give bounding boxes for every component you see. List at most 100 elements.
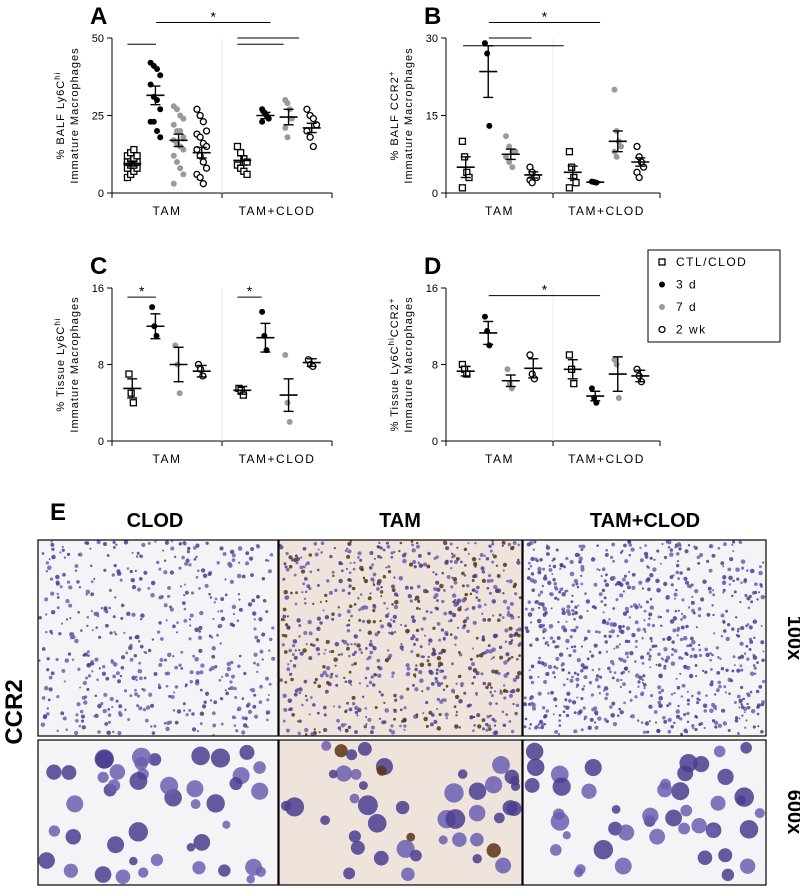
- cell: [372, 646, 377, 651]
- cell: [676, 634, 679, 637]
- cell: [565, 556, 569, 561]
- cell: [342, 639, 348, 645]
- cell: [267, 694, 270, 697]
- cell: [75, 718, 79, 723]
- cell: [316, 616, 321, 621]
- cell: [135, 555, 139, 558]
- cell: [298, 648, 301, 652]
- cell: [640, 691, 645, 696]
- data-point: [481, 40, 488, 47]
- cell: [444, 783, 464, 803]
- cell: [448, 610, 453, 615]
- cell: [644, 630, 647, 633]
- cell: [611, 804, 621, 814]
- cell: [647, 587, 651, 592]
- cell: [325, 639, 330, 645]
- cell: [433, 719, 438, 724]
- cell: [261, 658, 264, 661]
- cell: [604, 582, 610, 588]
- cell: [403, 706, 407, 710]
- cell: [432, 626, 436, 630]
- cell: [391, 584, 395, 589]
- cell: [566, 589, 569, 593]
- cell: [485, 685, 489, 690]
- cell: [454, 724, 459, 729]
- cell: [328, 590, 333, 595]
- cell: [450, 585, 454, 589]
- cell: [199, 688, 203, 692]
- cell: [304, 590, 308, 594]
- cell: [366, 619, 372, 624]
- cell: [624, 559, 629, 564]
- cell: [131, 551, 134, 554]
- cell: [129, 694, 133, 698]
- panel-label: E: [50, 499, 66, 526]
- cell: [512, 584, 517, 589]
- cell: [638, 603, 641, 606]
- cell: [377, 673, 382, 678]
- cell: [539, 558, 543, 562]
- micrograph: [522, 539, 767, 737]
- cell: [267, 559, 270, 562]
- cell: [227, 687, 231, 690]
- micrograph: [522, 739, 767, 886]
- cell: [402, 718, 407, 723]
- cell: [172, 709, 176, 712]
- cell: [340, 652, 344, 656]
- cell: [547, 644, 550, 647]
- data-point: [509, 164, 516, 171]
- cell: [554, 596, 558, 600]
- cell: [241, 574, 246, 579]
- cell: [597, 684, 601, 689]
- cell: [442, 688, 446, 692]
- cell: [98, 667, 101, 670]
- cell: [563, 565, 566, 569]
- cell: [576, 696, 579, 699]
- cell: [304, 727, 309, 733]
- cell: [577, 604, 580, 607]
- cell: [194, 656, 199, 662]
- cell: [282, 693, 287, 699]
- cell: [391, 675, 394, 678]
- cell: [372, 572, 377, 577]
- cell: [504, 640, 508, 643]
- cell: [324, 689, 329, 694]
- cell: [147, 648, 152, 653]
- cell: [434, 676, 438, 681]
- cell: [237, 664, 241, 669]
- cell: [693, 545, 696, 549]
- cell: [746, 705, 751, 710]
- cell: [174, 685, 179, 689]
- cell: [722, 620, 726, 624]
- cell: [752, 655, 758, 660]
- cell: [415, 628, 420, 633]
- cell: [139, 617, 143, 621]
- cell: [256, 638, 261, 643]
- cell: [717, 656, 720, 659]
- cell: [619, 593, 624, 598]
- cell: [510, 546, 515, 551]
- cell: [290, 591, 293, 595]
- cell: [567, 612, 572, 616]
- cell: [711, 653, 714, 657]
- cell: [46, 668, 50, 672]
- cell: [725, 609, 729, 613]
- cell: [502, 689, 506, 693]
- cell: [581, 544, 586, 549]
- cell: [740, 668, 744, 672]
- cell: [463, 574, 467, 577]
- cell: [583, 685, 586, 688]
- cell: [587, 725, 592, 730]
- cell: [283, 650, 288, 654]
- cell: [659, 615, 663, 619]
- cell: [358, 608, 361, 612]
- cell: [182, 702, 186, 706]
- cell: [303, 679, 308, 684]
- micrograph: [278, 539, 523, 737]
- cell: [387, 612, 390, 615]
- cell: [758, 685, 763, 689]
- cell: [588, 680, 593, 685]
- cell: [403, 728, 406, 731]
- cell: [316, 626, 321, 631]
- cell: [445, 809, 466, 829]
